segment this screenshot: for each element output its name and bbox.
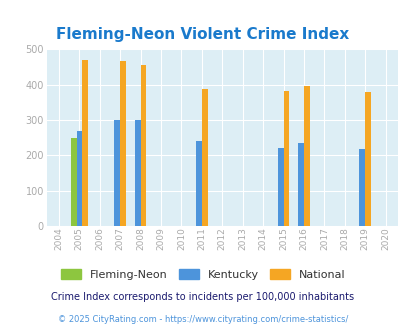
Bar (201, 89, 207, 226)
Bar (196, 141, 201, 226)
Bar (283, 91, 288, 226)
Bar (298, 144, 303, 226)
Bar (114, 120, 120, 226)
Text: © 2025 CityRating.com - https://www.cityrating.com/crime-statistics/: © 2025 CityRating.com - https://www.city… (58, 315, 347, 324)
Text: Fleming-Neon Violent Crime Index: Fleming-Neon Violent Crime Index (56, 27, 349, 42)
Bar (76, 131, 82, 226)
Bar (364, 92, 370, 226)
Bar (277, 148, 283, 226)
Bar (303, 86, 309, 226)
Bar (134, 120, 140, 226)
Bar (82, 60, 88, 226)
Bar (140, 65, 146, 226)
Bar (120, 61, 126, 226)
Text: Crime Index corresponds to incidents per 100,000 inhabitants: Crime Index corresponds to incidents per… (51, 292, 354, 302)
Bar (70, 139, 76, 226)
Legend: Fleming-Neon, Kentucky, National: Fleming-Neon, Kentucky, National (56, 265, 349, 284)
Bar (358, 149, 364, 226)
